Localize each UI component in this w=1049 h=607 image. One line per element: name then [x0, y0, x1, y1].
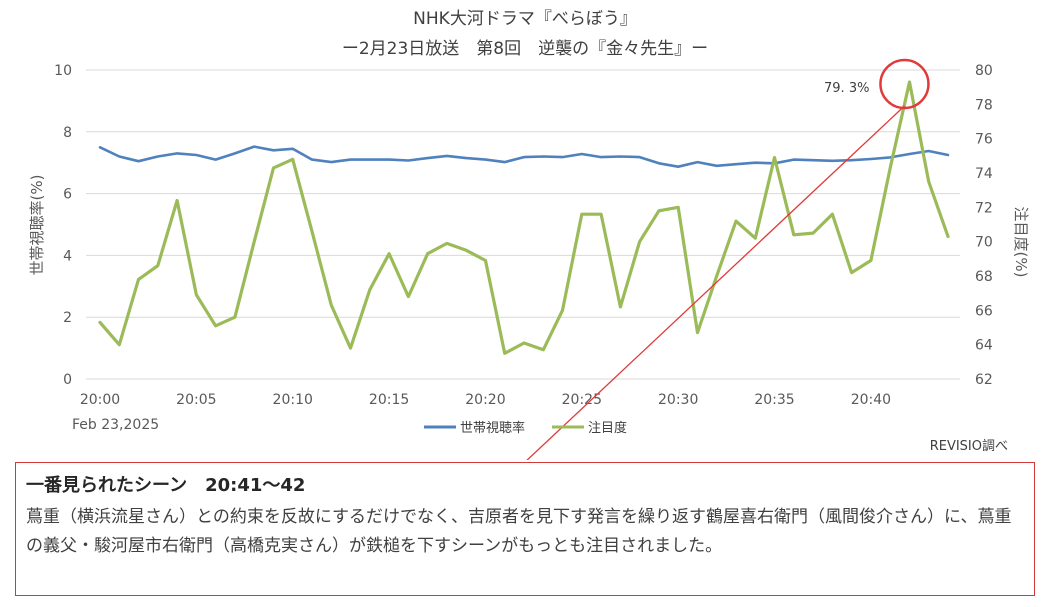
left-tick-label: 6 — [63, 187, 72, 203]
highlight-scene-box: 一番見られたシーン 20:41～42 蔦重（横浜流星さん）との約束を反故にするだ… — [15, 462, 1035, 596]
right-tick-label: 66 — [975, 303, 993, 319]
x-tick-label: 20:05 — [176, 392, 216, 408]
series-line-household — [98, 145, 950, 168]
left-tick-label: 8 — [63, 125, 72, 141]
peak-highlight-circle — [879, 58, 930, 110]
right-tick-label: 62 — [975, 372, 993, 388]
left-tick-label: 0 — [63, 372, 72, 388]
x-tick-label: 20:00 — [80, 392, 120, 408]
right-tick-label: 68 — [975, 269, 993, 285]
source-label: REVISIO調べ — [930, 439, 1008, 454]
series-line-attention — [98, 80, 950, 355]
gridlines — [86, 69, 960, 380]
x-tick-label: 20:35 — [754, 392, 794, 408]
series-layer — [98, 80, 950, 355]
right-axis-ticks: 62 64 66 68 70 72 74 76 78 80 — [975, 63, 993, 388]
left-axis-ticks: 0 2 4 6 8 10 — [54, 63, 72, 388]
callout-connector — [526, 105, 905, 460]
chart-area: NHK大河ドラマ『べらぼう』 ー2月23日放送 第8回 逆襲の『金々先生』ー 0… — [28, 9, 1030, 460]
x-tick-label: 20:30 — [658, 392, 698, 408]
annotation-layer: 79. 3% — [526, 58, 930, 460]
legend-label-household: 世帯視聴率 — [460, 420, 525, 436]
x-tick-label: 20:20 — [465, 392, 505, 408]
left-tick-label: 2 — [63, 310, 72, 326]
highlight-scene-description: 蔦重（横浜流星さん）との約束を反故にするだけでなく、吉原者を見下す発言を繰り返す… — [26, 507, 1012, 556]
peak-value-label: 79. 3% — [824, 81, 869, 96]
highlight-scene-heading: 一番見られたシーン 20:41～42 — [26, 475, 306, 496]
chart-title: NHK大河ドラマ『べらぼう』 — [413, 9, 637, 29]
left-tick-label: 4 — [63, 248, 72, 264]
left-tick-label: 10 — [54, 63, 72, 79]
x-tick-label: 20:15 — [369, 392, 409, 408]
x-tick-label: 20:10 — [273, 392, 313, 408]
x-tick-label: 20:40 — [851, 392, 891, 408]
legend: 世帯視聴率 注目度 — [424, 420, 627, 436]
right-tick-label: 76 — [975, 132, 993, 148]
right-tick-label: 72 — [975, 200, 993, 216]
x-axis-ticks: 20:00 20:05 20:10 20:15 20:20 20:25 20:30 20:35… — [80, 392, 891, 408]
right-tick-label: 78 — [975, 97, 993, 113]
left-axis-label: 世帯視聴率(%) — [28, 175, 46, 276]
right-tick-label: 64 — [975, 338, 993, 354]
right-tick-label: 80 — [975, 63, 993, 79]
chart-subtitle: ー2月23日放送 第8回 逆襲の『金々先生』ー — [342, 39, 708, 59]
date-label: Feb 23,2025 — [72, 417, 159, 433]
legend-label-attention: 注目度 — [588, 420, 627, 436]
right-axis-label: 注目度(%) — [1012, 207, 1030, 278]
right-tick-label: 70 — [975, 235, 993, 251]
x-tick-label: 20:25 — [562, 392, 602, 408]
right-tick-label: 74 — [975, 166, 993, 182]
